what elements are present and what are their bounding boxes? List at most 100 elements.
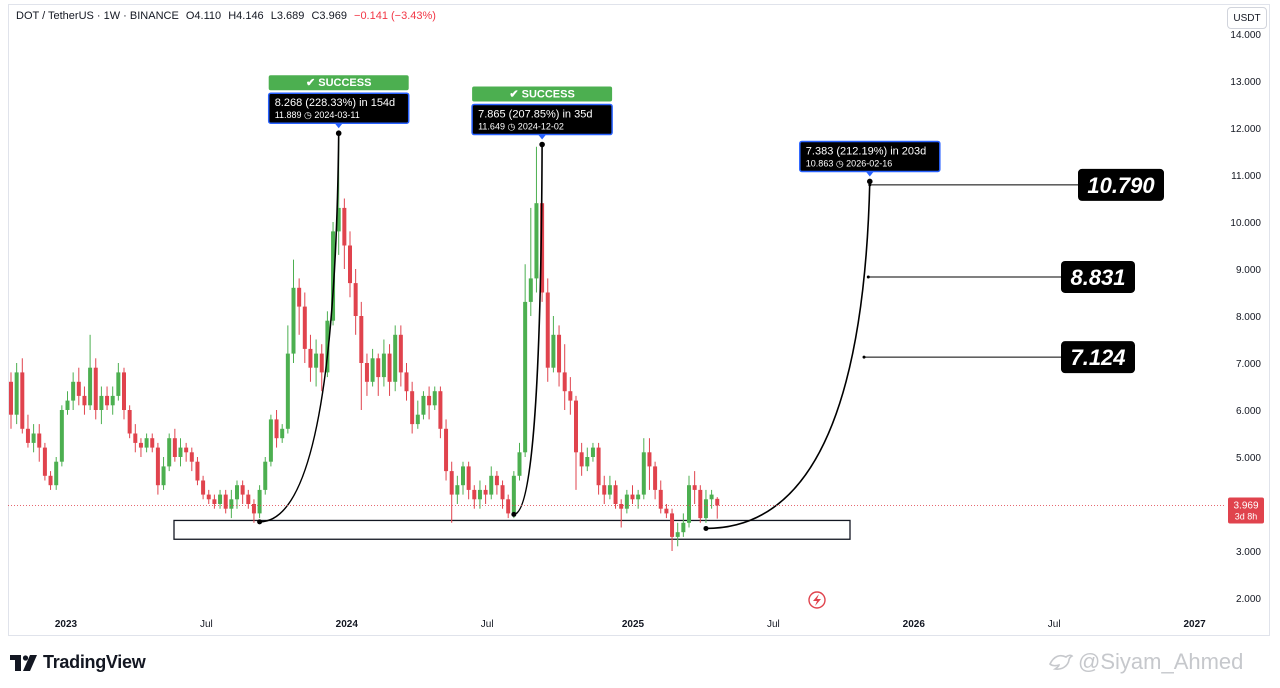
y-tick-label: 2.000 (1236, 594, 1261, 605)
candle-body (681, 522, 686, 533)
y-tick-label: 13.000 (1230, 77, 1261, 88)
candle-body (613, 485, 618, 504)
candle-body (268, 419, 273, 462)
last-price-value: 3.969 (1233, 500, 1258, 511)
candle-body (602, 485, 607, 495)
x-tick-label: 2024 (336, 619, 359, 630)
candle-body (590, 447, 595, 457)
candle-body (76, 381, 81, 396)
symbol-header: DOT / TetherUS · 1W · BINANCE O4.110 H4.… (16, 10, 440, 22)
candle-body (461, 466, 465, 486)
candle-body (359, 316, 364, 363)
candle-body (54, 461, 59, 486)
target-point (868, 183, 872, 187)
candle-body (285, 353, 290, 429)
candle-body (455, 485, 460, 495)
candle-body (110, 395, 115, 406)
candle-body (263, 461, 268, 490)
candle-body (212, 499, 217, 504)
candle-body (574, 400, 578, 453)
candle-body (82, 395, 87, 406)
candle-body (291, 287, 296, 354)
candle-body (415, 414, 420, 425)
candle-body (393, 334, 398, 382)
support-zone-layer (173, 519, 851, 540)
candle-body (709, 494, 714, 500)
candle-body (178, 447, 183, 457)
candle-body (116, 372, 121, 396)
candle-body (235, 485, 239, 500)
candle-body (545, 292, 550, 368)
candle-body (404, 372, 409, 392)
candle-body (314, 353, 319, 368)
candle-body (551, 334, 556, 368)
success-badge (472, 86, 613, 102)
close-value: C3.969 (311, 10, 347, 22)
candle-body (336, 207, 341, 232)
open-value: O4.110 (185, 10, 222, 22)
candle-body (675, 532, 680, 537)
x-tick-label: 2026 (903, 619, 926, 630)
candle-body (93, 367, 98, 410)
candle-body (133, 433, 138, 443)
projection-curve (705, 181, 871, 530)
candle-body (483, 489, 488, 495)
candle-body (99, 395, 104, 410)
candle-body (636, 494, 641, 500)
candle-body (579, 452, 584, 467)
candle-body (670, 513, 675, 537)
candle-body (189, 452, 194, 462)
candle-body (257, 489, 262, 514)
y-tick-label: 6.000 (1236, 406, 1261, 417)
curve-end-point (539, 141, 545, 148)
candle-body (297, 287, 302, 307)
curve-start-point (703, 525, 709, 531)
x-tick-label: Jul (1048, 619, 1061, 630)
candle-body (432, 391, 437, 406)
candle-body (528, 278, 533, 302)
symbol-name[interactable]: DOT / TetherUS · 1W · BINANCE (16, 10, 179, 22)
tradingview-mark-icon (10, 654, 37, 671)
currency-button[interactable]: USDT (1227, 7, 1267, 29)
candle-body (472, 489, 477, 500)
candle-body (698, 489, 703, 519)
move-info-line2: 10.863 ◷ 2026-02-16 (806, 158, 892, 168)
candle-body (319, 353, 324, 373)
candle-body (195, 461, 200, 481)
candle-body (201, 480, 206, 495)
target-badge (1078, 168, 1164, 201)
candle-body (246, 494, 251, 504)
candle-body (240, 485, 245, 495)
candle-body (500, 485, 505, 500)
y-tick-label: 10.000 (1230, 218, 1261, 229)
move-info-line1: 7.865 (207.85%) in 35d (478, 108, 592, 120)
candle-body (302, 306, 307, 349)
success-badge (268, 75, 409, 91)
projection-curves-layer (257, 130, 873, 531)
chart-frame[interactable] (8, 4, 1270, 636)
candle-body (308, 348, 313, 368)
candle-body (596, 447, 601, 486)
candle-body (274, 419, 279, 439)
move-info-line1: 7.383 (212.19%) in 203d (806, 145, 926, 157)
candle-body (48, 475, 53, 486)
target-point (862, 355, 866, 359)
move-info-line2: 11.889 ◷ 2024-03-11 (275, 110, 360, 120)
candle-body (715, 498, 720, 506)
candle-body (534, 203, 539, 279)
y-tick-label: 11.000 (1231, 171, 1261, 182)
candle-body (167, 438, 172, 467)
tradingview-logo[interactable]: TradingView (10, 652, 146, 673)
last-price-countdown: 3d 8h (1235, 511, 1258, 521)
candle-body (523, 301, 528, 453)
candle-body (9, 381, 13, 415)
x-tick-label: 2027 (1183, 619, 1206, 630)
candle-body (150, 438, 155, 448)
success-badge-label: ✔ SUCCESS (509, 88, 574, 100)
candle-body (630, 494, 635, 500)
change-value: −0.141 (−3.43%) (354, 10, 436, 22)
candle-body (511, 475, 516, 514)
candle-body (641, 452, 646, 495)
